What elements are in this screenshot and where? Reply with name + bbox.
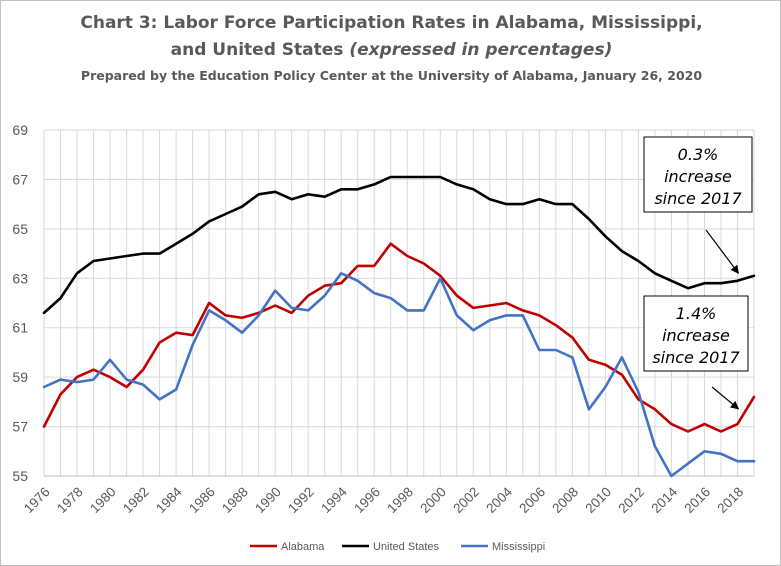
- series-line-alabama: [42, 242, 756, 433]
- annotation-box: [643, 295, 749, 372]
- legend-item-mississippi: Mississippi: [461, 541, 545, 553]
- chart-subtitle: Prepared by the Education Policy Center …: [80, 68, 703, 83]
- legend-label: United States: [373, 541, 440, 553]
- y-tick-label: 69: [12, 122, 28, 138]
- y-tick-label: 67: [12, 171, 28, 187]
- annotation-text: 0.3%: [678, 145, 719, 164]
- annotation-text: since 2017: [654, 189, 742, 208]
- annotation-text: 1.4%: [676, 304, 717, 323]
- x-tick-label: 2018: [714, 484, 746, 516]
- legend-label: Mississippi: [492, 541, 545, 553]
- chart-title: Chart 3: Labor Force Participation Rates…: [80, 13, 703, 33]
- y-tick-label: 63: [12, 270, 28, 286]
- legend-item-alabama: Alabama: [250, 541, 325, 553]
- title-line2-italic: (expressed in percentages): [349, 40, 613, 60]
- x-tick-label: 2008: [549, 484, 581, 516]
- x-tick-label: 1994: [318, 484, 350, 516]
- series-line-united-states: [42, 175, 756, 315]
- annotation-1: 0.3% increase since 2017: [643, 136, 753, 274]
- y-axis-ticks: 55 57 59 61 63 65 67 69: [12, 122, 28, 484]
- series-lines: [42, 175, 756, 478]
- x-tick-label: 1984: [153, 484, 185, 516]
- annotation-text: since 2017: [652, 348, 740, 367]
- x-tick-label: 1980: [87, 484, 119, 516]
- x-tick-label: 1986: [186, 484, 218, 516]
- x-tick-label: 2006: [516, 484, 548, 516]
- annotation-2: 1.4% increase since 2017: [643, 295, 749, 410]
- series-line-mississippi: [42, 271, 756, 478]
- y-tick-label: 57: [12, 419, 28, 435]
- annotation-text: increase: [662, 326, 730, 345]
- x-tick-label: 2010: [582, 484, 614, 516]
- chart-title-line2: and United States (expressed in percenta…: [1, 40, 781, 60]
- legend-item-united-states: United States: [342, 541, 440, 553]
- x-tick-label: 2012: [615, 484, 647, 516]
- annotation-arrow: [705, 229, 739, 274]
- x-tick-label: 2016: [681, 484, 713, 516]
- x-tick-label: 1992: [285, 484, 317, 516]
- y-tick-label: 59: [12, 369, 28, 385]
- legend-label: Alabama: [281, 541, 325, 553]
- x-tick-label: 2014: [648, 484, 680, 516]
- x-tick-label: 1998: [384, 484, 416, 516]
- y-tick-label: 61: [12, 320, 28, 336]
- y-tick-label: 55: [12, 468, 28, 484]
- x-axis-ticks: 1976 1978 1980 1982 1984 1986 1988 1990 1992 1994…: [21, 484, 746, 516]
- x-tick-label: 1978: [54, 484, 86, 516]
- x-tick-label: 1976: [21, 484, 53, 516]
- x-tick-label: 2004: [483, 484, 515, 516]
- x-tick-label: 1988: [219, 484, 251, 516]
- x-tick-label: 1990: [252, 484, 284, 516]
- annotation-text: increase: [664, 167, 732, 186]
- x-tick-label: 2000: [417, 484, 449, 516]
- x-tick-label: 1982: [120, 484, 152, 516]
- x-tick-label: 2002: [450, 484, 482, 516]
- y-tick-label: 65: [12, 221, 28, 237]
- title-line2-main: and United States: [170, 40, 350, 60]
- legend: Alabama United States Mississippi: [250, 541, 545, 553]
- annotations: 0.3% increase since 2017 1.4% increase since …: [643, 136, 753, 410]
- annotation-box: [643, 136, 753, 213]
- x-tick-label: 1996: [351, 484, 383, 516]
- annotation-arrow: [711, 386, 740, 410]
